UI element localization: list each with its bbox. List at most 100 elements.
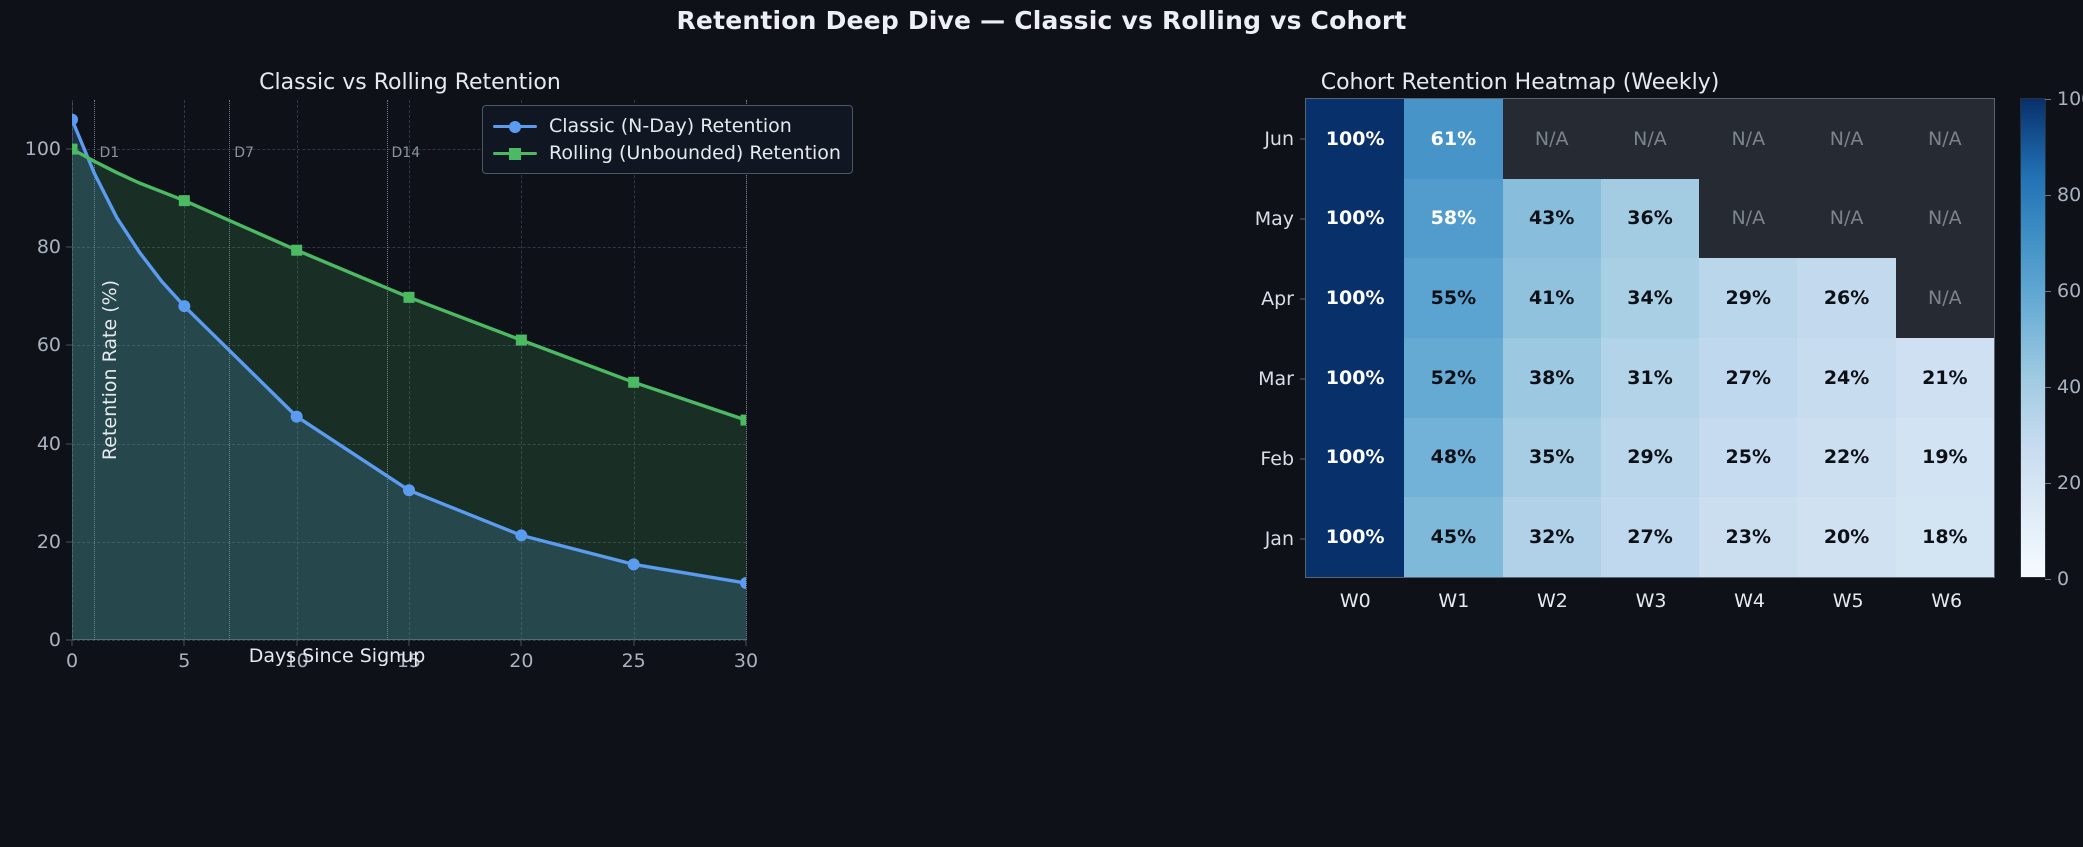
heatmap-column-label: W3 xyxy=(1635,590,1667,612)
x-tick-mark xyxy=(296,640,298,646)
data-point-marker xyxy=(403,291,415,303)
gridline-vertical xyxy=(521,100,523,640)
heatmap-cell[interactable]: 29% xyxy=(1699,258,1798,338)
annotation-label-d1: D1 xyxy=(99,145,120,161)
heatmap-cell[interactable]: 55% xyxy=(1404,258,1503,338)
annotation-vline-d30 xyxy=(746,100,747,640)
heatmap-cell[interactable]: 100% xyxy=(1306,337,1405,418)
colorbar-tick-mark xyxy=(2045,387,2051,388)
heatmap-cell[interactable]: 23% xyxy=(1699,497,1798,577)
heatmap-cell[interactable]: 36% xyxy=(1600,178,1700,259)
heatmap-cell[interactable]: 27% xyxy=(1600,497,1700,577)
x-tick-mark xyxy=(745,640,747,646)
heatmap-cell[interactable]: 52% xyxy=(1404,337,1503,418)
heatmap-cell[interactable]: 20% xyxy=(1797,497,1896,577)
gridline-vertical xyxy=(633,100,635,640)
data-point-marker xyxy=(403,484,415,497)
heatmap-cell[interactable]: 19% xyxy=(1895,417,1994,498)
legend-swatch-classic xyxy=(493,119,537,133)
heatmap-cell-empty[interactable]: N/A xyxy=(1731,207,1766,230)
legend-swatch-rolling xyxy=(493,146,537,160)
heatmap-cell[interactable]: 100% xyxy=(1306,497,1405,577)
line-chart-title: Classic vs Rolling Retention xyxy=(259,70,561,95)
y-tick-mark xyxy=(66,148,72,150)
heatmap-cell-empty[interactable]: N/A xyxy=(1829,207,1864,230)
heatmap-panel: Cohort Retention Heatmap (Weekly) 100% 61… xyxy=(1020,60,2083,847)
y-tick-label: 0 xyxy=(48,629,61,651)
heatmap-cell[interactable]: 25% xyxy=(1699,417,1798,498)
heatmap-cell[interactable]: 100% xyxy=(1306,178,1405,259)
heatmap-column-label: W5 xyxy=(1832,590,1864,612)
x-tick-mark xyxy=(633,640,635,646)
heatmap-cell[interactable]: 100% xyxy=(1306,417,1405,498)
heatmap-cell[interactable]: 34% xyxy=(1600,258,1700,338)
heatmap-column-label: W1 xyxy=(1438,590,1470,612)
heatmap-row-tick xyxy=(1300,138,1306,140)
heatmap-grid: 100% 61% N/A N/A N/A N/A N/A 100% 58% 43% 36% N/A N/… xyxy=(1306,99,1994,577)
y-tick-mark xyxy=(66,541,72,543)
x-tick-mark xyxy=(71,640,73,646)
colorbar-tick-label: 80 xyxy=(2057,184,2082,206)
annotation-vline-d1 xyxy=(94,100,96,640)
heatmap-cell[interactable]: 43% xyxy=(1502,178,1601,259)
chart-legend[interactable]: Classic (N-Day) Retention Rolling (Unbou… xyxy=(482,105,853,174)
heatmap-cell[interactable]: 21% xyxy=(1895,337,1994,418)
heatmap-cell[interactable]: 45% xyxy=(1404,497,1503,577)
data-point-marker xyxy=(72,113,78,126)
data-point-marker xyxy=(290,410,303,423)
heatmap-cell[interactable]: 100% xyxy=(1306,258,1405,338)
heatmap-cell[interactable]: 18% xyxy=(1895,497,1994,577)
heatmap-cell-empty[interactable]: N/A xyxy=(1534,127,1569,150)
heatmap-cell-empty[interactable]: N/A xyxy=(1928,207,1962,230)
heatmap-row-label: May xyxy=(1254,208,1294,230)
legend-item-classic[interactable]: Classic (N-Day) Retention xyxy=(493,112,841,139)
heatmap-cell[interactable]: 26% xyxy=(1797,258,1896,338)
heatmap-row-label: Apr xyxy=(1261,288,1294,310)
heatmap-cell[interactable]: 48% xyxy=(1404,417,1503,498)
heatmap-column-label: W4 xyxy=(1734,590,1765,612)
x-tick-mark xyxy=(183,640,185,646)
colorbar-tick-mark xyxy=(2045,579,2051,580)
heatmap-cell[interactable]: 38% xyxy=(1502,337,1601,418)
heatmap-cell[interactable]: 24% xyxy=(1797,337,1896,418)
data-point-marker xyxy=(628,376,640,388)
y-tick-mark xyxy=(66,344,72,346)
heatmap-cell[interactable]: 27% xyxy=(1699,337,1798,418)
x-tick-label: 10 xyxy=(284,650,309,672)
data-point-marker xyxy=(291,244,303,256)
heatmap-row-tick xyxy=(1300,458,1306,460)
gridline-vertical xyxy=(184,100,186,640)
y-tick-mark xyxy=(66,443,72,445)
series-area-classic xyxy=(72,119,746,640)
heatmap-cell[interactable]: 29% xyxy=(1600,417,1700,498)
heatmap-title: Cohort Retention Heatmap (Weekly) xyxy=(1320,70,1720,95)
series-svg xyxy=(72,113,746,640)
heatmap-cell-empty[interactable]: N/A xyxy=(1731,127,1766,150)
data-point-marker xyxy=(740,414,746,426)
heatmap-row-tick xyxy=(1300,538,1306,540)
colorbar-tick-mark xyxy=(2045,99,2051,100)
y-tick-label: 60 xyxy=(36,334,61,357)
legend-label-rolling: Rolling (Unbounded) Retention xyxy=(549,141,841,164)
heatmap-cell[interactable]: 31% xyxy=(1600,337,1700,418)
heatmap-cell-empty[interactable]: N/A xyxy=(1633,127,1667,150)
x-tick-label: 5 xyxy=(178,650,191,672)
gridline-vertical xyxy=(296,100,298,640)
heatmap-cell[interactable]: 35% xyxy=(1502,417,1601,498)
heatmap-cell-empty[interactable]: N/A xyxy=(1928,287,1962,310)
line-chart-panel: Classic vs Rolling Retention D1D7D14D30 … xyxy=(0,60,1020,847)
heatmap-cell[interactable]: 100% xyxy=(1306,99,1405,179)
heatmap-cell[interactable]: 41% xyxy=(1502,258,1601,338)
legend-item-rolling[interactable]: Rolling (Unbounded) Retention xyxy=(493,139,841,166)
annotation-label-d14: D14 xyxy=(391,145,421,161)
heatmap-cell[interactable]: 58% xyxy=(1404,178,1503,259)
colorbar-tick-label: 20 xyxy=(2057,472,2082,494)
heatmap-cell[interactable]: 22% xyxy=(1797,417,1896,498)
heatmap-cell-empty[interactable]: N/A xyxy=(1829,127,1864,150)
heatmap-row-tick xyxy=(1300,298,1306,300)
heatmap-cell[interactable]: 32% xyxy=(1502,497,1601,577)
heatmap-cell[interactable]: 61% xyxy=(1404,99,1503,179)
heatmap-cell-empty[interactable]: N/A xyxy=(1928,127,1962,150)
